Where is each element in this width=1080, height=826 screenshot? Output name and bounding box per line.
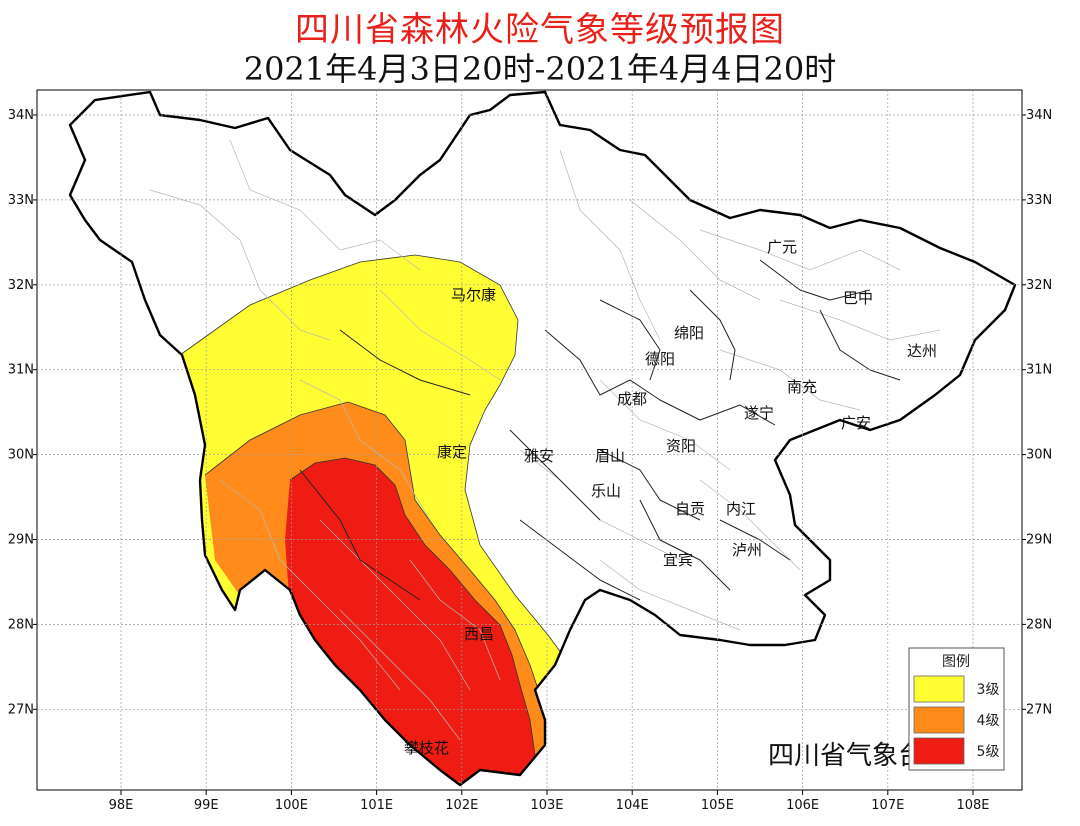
lat-tick-label-left: 29N <box>8 533 34 548</box>
lon-tick-label: 108E <box>956 798 989 813</box>
city-label-zigong: 自贡 <box>675 500 705 518</box>
lon-tick-label: 103E <box>530 798 563 813</box>
lon-tick-label: 101E <box>360 798 393 813</box>
lat-tick-label-right: 34N <box>1026 108 1052 123</box>
lon-tick-label: 105E <box>701 798 734 813</box>
lat-tick-label-left: 30N <box>8 448 34 463</box>
lat-tick-label-right: 28N <box>1026 617 1052 632</box>
city-label-guangan: 广安 <box>841 414 871 432</box>
city-boundaries <box>299 259 901 601</box>
lat-tick-label-left: 27N <box>8 702 34 717</box>
city-label-nanchong: 南充 <box>787 378 817 396</box>
city-label-xichang: 西昌 <box>464 625 494 643</box>
lon-tick-label: 104E <box>616 798 649 813</box>
lat-tick-label-right: 29N <box>1026 533 1052 548</box>
lat-tick-label-left: 34N <box>8 108 34 123</box>
graticule <box>37 90 1022 790</box>
city-label-meishan: 眉山 <box>595 447 625 465</box>
legend-title: 图例 <box>942 654 970 670</box>
city-label-maerkang: 马尔康 <box>451 286 496 304</box>
lon-tick-label: 100E <box>275 798 308 813</box>
city-label-mianyang: 绵阳 <box>674 324 704 342</box>
lat-tick-label-right: 32N <box>1026 278 1052 293</box>
map-title: 四川省森林火险气象等级预报图 <box>295 10 785 50</box>
city-label-yibin: 宜宾 <box>663 551 693 569</box>
zone-outlines <box>179 254 571 756</box>
province-boundary <box>68 90 1017 787</box>
lat-tick-label-left: 32N <box>8 278 34 293</box>
lon-tick-label: 99E <box>194 798 219 813</box>
city-label-kangding: 康定 <box>437 443 467 461</box>
city-label-yaan: 雅安 <box>524 447 554 465</box>
lat-tick-label-left: 31N <box>8 363 34 378</box>
city-label-guangyuan: 广元 <box>767 238 797 256</box>
lat-tick-label-left: 28N <box>8 617 34 632</box>
lat-tick-label-right: 31N <box>1026 363 1052 378</box>
lon-tick-label: 98E <box>109 798 134 813</box>
city-label-neijiang: 内江 <box>726 500 756 518</box>
city-label-ziyang: 资阳 <box>666 437 696 455</box>
lat-tick-label-right: 30N <box>1026 448 1052 463</box>
legend-label: 3级 <box>977 682 1000 698</box>
city-labels: 广元 巴中 马尔康 绵阳 达州 德阳 南充 成都 遂宁 广安 康定 雅安 眉山 … <box>404 238 937 757</box>
lat-tick-label-right: 33N <box>1026 193 1052 208</box>
lat-tick-label-left: 33N <box>8 193 34 208</box>
legend-label: 4级 <box>977 713 1000 729</box>
county-boundaries <box>149 139 941 741</box>
map-subtitle: 2021年4月3日20时-2021年4月4日20时 <box>243 50 837 88</box>
city-label-luzhou: 泸州 <box>732 541 762 559</box>
lon-tick-label: 106E <box>786 798 819 813</box>
city-label-dazhou: 达州 <box>907 342 937 360</box>
city-label-panzhihua: 攀枝花 <box>404 739 449 757</box>
lon-tick-label: 107E <box>871 798 904 813</box>
risk-zone-level-5 <box>285 458 535 785</box>
legend-label: 5级 <box>977 744 1000 760</box>
legend-swatch <box>913 675 965 703</box>
axis-labels: 98E 99E 100E 101E 102E 103E 104E 105E 106E 107E 10… <box>8 108 1053 813</box>
city-label-deyang: 德阳 <box>645 350 675 368</box>
lat-tick-label-right: 27N <box>1026 702 1052 717</box>
city-label-bazhong: 巴中 <box>843 289 873 307</box>
city-label-chengdu: 成都 <box>617 390 647 408</box>
lon-tick-label: 102E <box>445 798 478 813</box>
city-label-leshan: 乐山 <box>591 482 621 500</box>
legend-swatch <box>913 706 965 734</box>
city-label-suining: 遂宁 <box>744 404 774 422</box>
legend: 图例 3级 4级 5级 <box>908 647 1005 771</box>
legend-swatch <box>913 737 965 765</box>
